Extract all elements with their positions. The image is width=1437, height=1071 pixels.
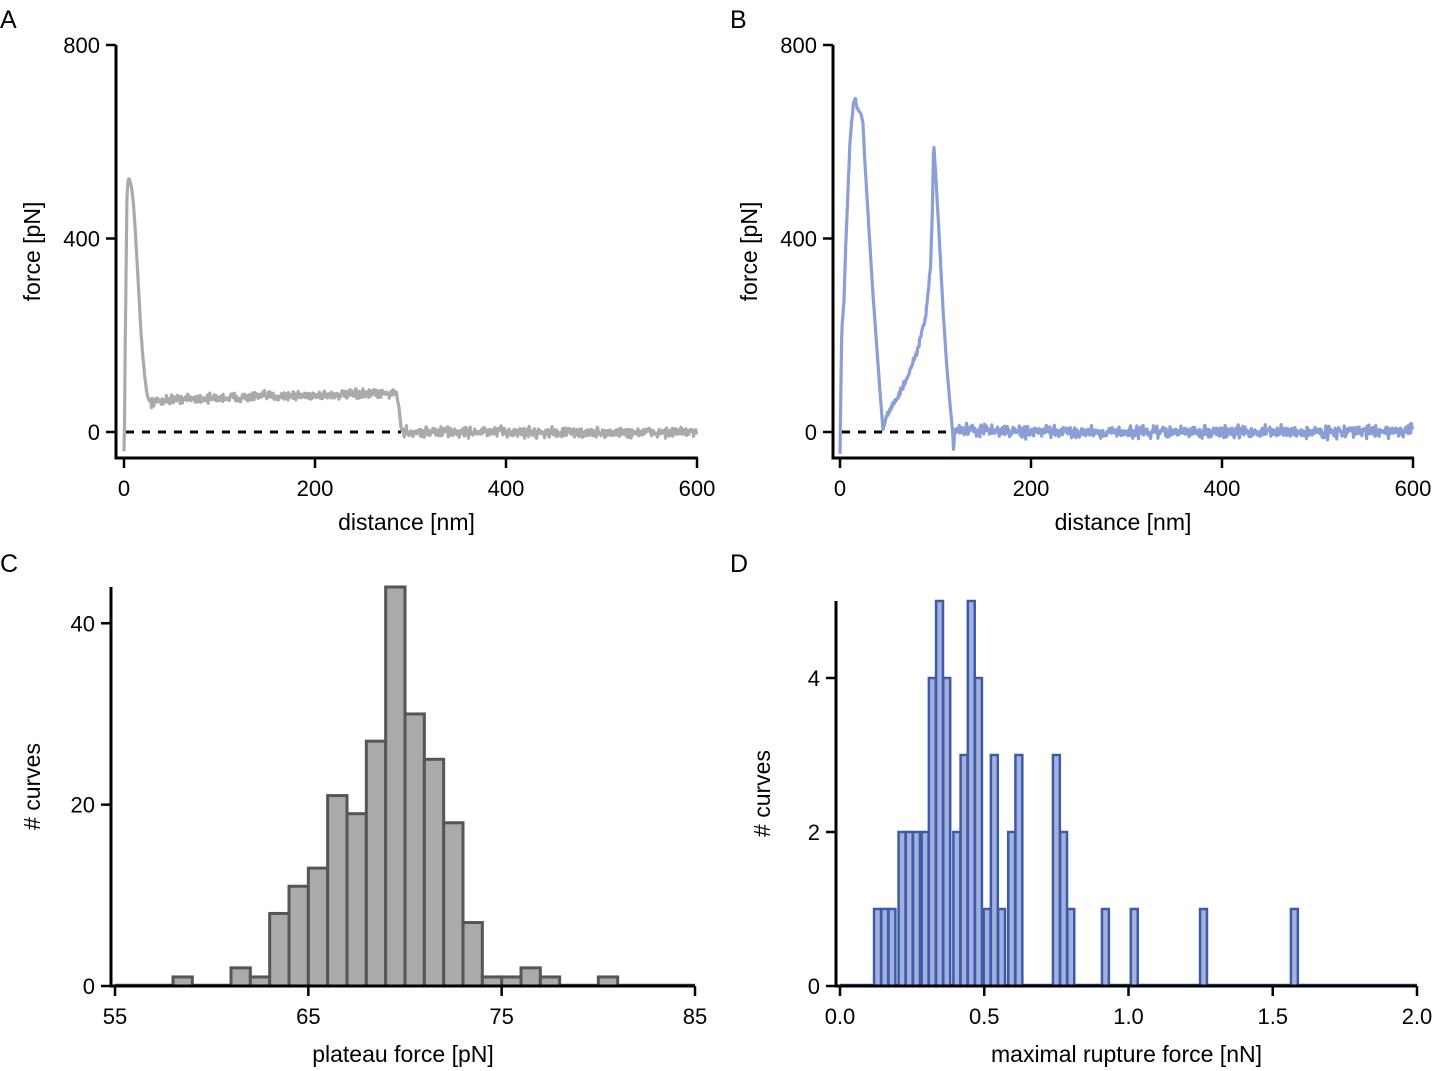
histogram-bar bbox=[887, 907, 897, 988]
panel-letter: A bbox=[0, 6, 17, 34]
histogram-bar bbox=[1051, 753, 1062, 988]
y-tick-label: 800 bbox=[63, 33, 100, 58]
x-tick-label: 0.5 bbox=[969, 1004, 1000, 1029]
y-tick-label: 4 bbox=[808, 666, 820, 691]
histogram-bar bbox=[904, 830, 914, 988]
histogram-bar bbox=[519, 966, 542, 988]
x-axis-label: distance [nm] bbox=[338, 509, 475, 535]
histogram-bar bbox=[326, 794, 349, 988]
histogram-bar bbox=[461, 921, 484, 988]
histogram-bar bbox=[966, 599, 976, 988]
histogram-bar bbox=[959, 753, 969, 988]
panel-b: B 0 200 400 600 0 400 800 distance [nm] force [pN… bbox=[730, 6, 1431, 535]
histogram-bar bbox=[1058, 830, 1069, 988]
panel-a: A 0 200 400 600 0 400 800 distance [nm] force [pN… bbox=[0, 6, 715, 535]
x-tick-label: 400 bbox=[488, 476, 525, 501]
histogram-bar bbox=[345, 812, 368, 988]
x-tick-label: 65 bbox=[296, 1004, 320, 1029]
histogram-bar bbox=[911, 830, 922, 988]
y-tick-label: 0 bbox=[808, 974, 820, 999]
panel-c: C 55 65 75 85 0 20 40 plateau force [pN] # curves bbox=[0, 550, 707, 1067]
force-curve-series bbox=[838, 97, 1414, 454]
histogram-bar bbox=[1100, 907, 1111, 988]
y-tick-label: 400 bbox=[63, 227, 100, 252]
histogram-bar bbox=[1198, 907, 1209, 988]
panel-d: D 0.0 0.5 1.0 1.5 2.0 0 2 4 maximal rupture force… bbox=[730, 550, 1432, 1067]
histogram-bar bbox=[973, 676, 984, 988]
histogram-bar bbox=[287, 884, 310, 988]
x-tick-label: 1.0 bbox=[1113, 1004, 1144, 1029]
panel-letter: D bbox=[730, 550, 748, 578]
histogram-bar bbox=[982, 907, 992, 988]
histogram-bar bbox=[1066, 907, 1076, 988]
histogram-bar bbox=[364, 739, 388, 988]
panel-letter: B bbox=[730, 6, 747, 34]
x-tick-label: 0 bbox=[118, 476, 130, 501]
x-tick-label: 85 bbox=[683, 1004, 707, 1029]
histogram-bar bbox=[897, 830, 907, 988]
histogram-bar bbox=[1014, 753, 1024, 988]
y-axis-label: # curves bbox=[749, 750, 775, 837]
y-tick-label: 20 bbox=[71, 793, 95, 818]
histogram-bar bbox=[306, 866, 330, 988]
x-tick-label: 0.0 bbox=[825, 1004, 856, 1029]
histogram-bar bbox=[880, 907, 890, 988]
x-tick-label: 200 bbox=[1013, 476, 1050, 501]
histogram-bar bbox=[442, 821, 465, 988]
y-tick-label: 2 bbox=[808, 820, 820, 845]
histogram-bar bbox=[942, 676, 952, 988]
x-tick-label: 1.5 bbox=[1257, 1004, 1288, 1029]
histogram-bar bbox=[996, 907, 1007, 988]
x-tick-label: 2.0 bbox=[1402, 1004, 1433, 1029]
x-tick-label: 0 bbox=[834, 476, 846, 501]
x-tick-label: 600 bbox=[679, 476, 716, 501]
histogram-bar bbox=[989, 753, 1000, 988]
histogram-bar bbox=[384, 585, 407, 988]
histogram-bar bbox=[403, 712, 426, 988]
x-tick-label: 75 bbox=[489, 1004, 513, 1029]
histogram-bar bbox=[1129, 907, 1139, 988]
histogram-bar bbox=[952, 830, 962, 988]
y-axis-label: force [pN] bbox=[19, 202, 45, 302]
y-tick-label: 800 bbox=[780, 33, 817, 58]
x-tick-label: 400 bbox=[1204, 476, 1241, 501]
histogram-bar bbox=[229, 966, 252, 988]
x-tick-label: 200 bbox=[297, 476, 334, 501]
y-tick-label: 0 bbox=[805, 420, 817, 445]
histogram-bar bbox=[1006, 830, 1017, 988]
histogram-bar bbox=[422, 757, 446, 988]
histogram-bar bbox=[934, 599, 945, 988]
y-axis-label: # curves bbox=[19, 743, 45, 830]
y-tick-label: 40 bbox=[71, 611, 95, 636]
histogram-bar bbox=[920, 830, 930, 988]
y-tick-label: 0 bbox=[83, 974, 95, 999]
x-tick-label: 600 bbox=[1395, 476, 1432, 501]
x-axis-label: plateau force [pN] bbox=[312, 1041, 494, 1067]
y-tick-label: 400 bbox=[780, 227, 817, 252]
y-axis-label: force [pN] bbox=[736, 202, 762, 302]
x-axis-label: maximal rupture force [nN] bbox=[991, 1041, 1262, 1067]
panel-letter: C bbox=[0, 550, 18, 578]
histogram-bar bbox=[872, 907, 883, 988]
x-axis-label: distance [nm] bbox=[1055, 509, 1192, 535]
x-tick-label: 55 bbox=[103, 1004, 127, 1029]
force-curve-series bbox=[122, 177, 698, 452]
histogram-bar bbox=[1289, 907, 1300, 988]
y-tick-label: 0 bbox=[88, 420, 100, 445]
histogram-bar bbox=[927, 676, 938, 988]
histogram-bar bbox=[268, 911, 291, 988]
